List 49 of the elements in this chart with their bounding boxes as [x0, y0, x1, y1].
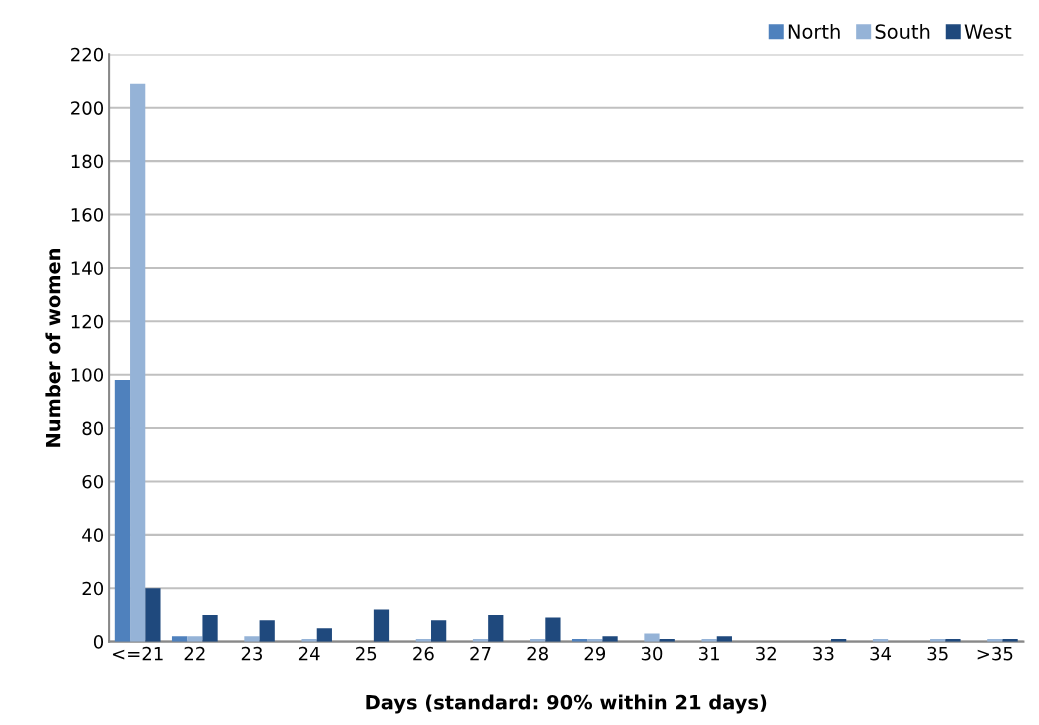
bar	[488, 614, 504, 642]
bar	[130, 83, 146, 642]
bar	[602, 636, 618, 642]
bar	[316, 628, 332, 642]
x-tick-label: 35	[927, 646, 948, 661]
bar	[373, 609, 390, 642]
y-tick-label: 20	[82, 581, 104, 596]
x-tick-label: >35	[977, 646, 1013, 661]
x-axis-title: Days (standard: 90% within 21 days)	[366, 694, 767, 714]
y-tick-label: 0	[93, 635, 104, 649]
x-tick-label: 30	[641, 646, 663, 661]
y-axis-title: Number of women	[45, 249, 61, 447]
x-tick-label: 33	[813, 646, 834, 661]
x-tick-label: 22	[184, 646, 205, 661]
y-tick-label: 80	[82, 421, 104, 436]
bar	[431, 620, 447, 642]
y-tick-label: 40	[82, 528, 104, 542]
y-tick-label: 200	[71, 101, 104, 115]
bar	[644, 633, 660, 642]
y-tick-label: 120	[71, 314, 104, 329]
y-tick-label: 160	[71, 207, 104, 222]
bar	[545, 617, 561, 642]
bar	[114, 380, 131, 642]
legend-label: South	[875, 23, 930, 39]
bar	[244, 636, 260, 642]
bar	[187, 636, 203, 642]
x-tick-label: 27	[470, 646, 491, 661]
bar	[171, 636, 188, 642]
x-tick-label: 32	[756, 646, 776, 661]
legend-label: North	[788, 23, 840, 39]
bar	[202, 614, 218, 642]
y-tick-label: 60	[82, 474, 104, 489]
x-tick-label: 24	[298, 646, 320, 661]
bar	[259, 620, 275, 642]
y-tick-label: 100	[71, 368, 104, 382]
y-tick-label: 180	[71, 154, 104, 169]
x-tick-label: 26	[413, 646, 434, 661]
x-tick-label: 23	[241, 646, 262, 661]
legend-label: West	[964, 24, 1012, 39]
x-tick-label: 25	[356, 646, 377, 661]
x-tick-label: 34	[870, 646, 892, 661]
y-tick-label: 220	[71, 47, 104, 62]
x-tick-label: 29	[584, 646, 606, 661]
bar	[716, 636, 732, 642]
x-tick-label: 31	[699, 646, 719, 661]
bar	[145, 588, 161, 642]
x-tick-label: <=21	[112, 646, 163, 661]
x-tick-label: 28	[527, 646, 548, 661]
y-tick-label: 140	[71, 261, 104, 276]
